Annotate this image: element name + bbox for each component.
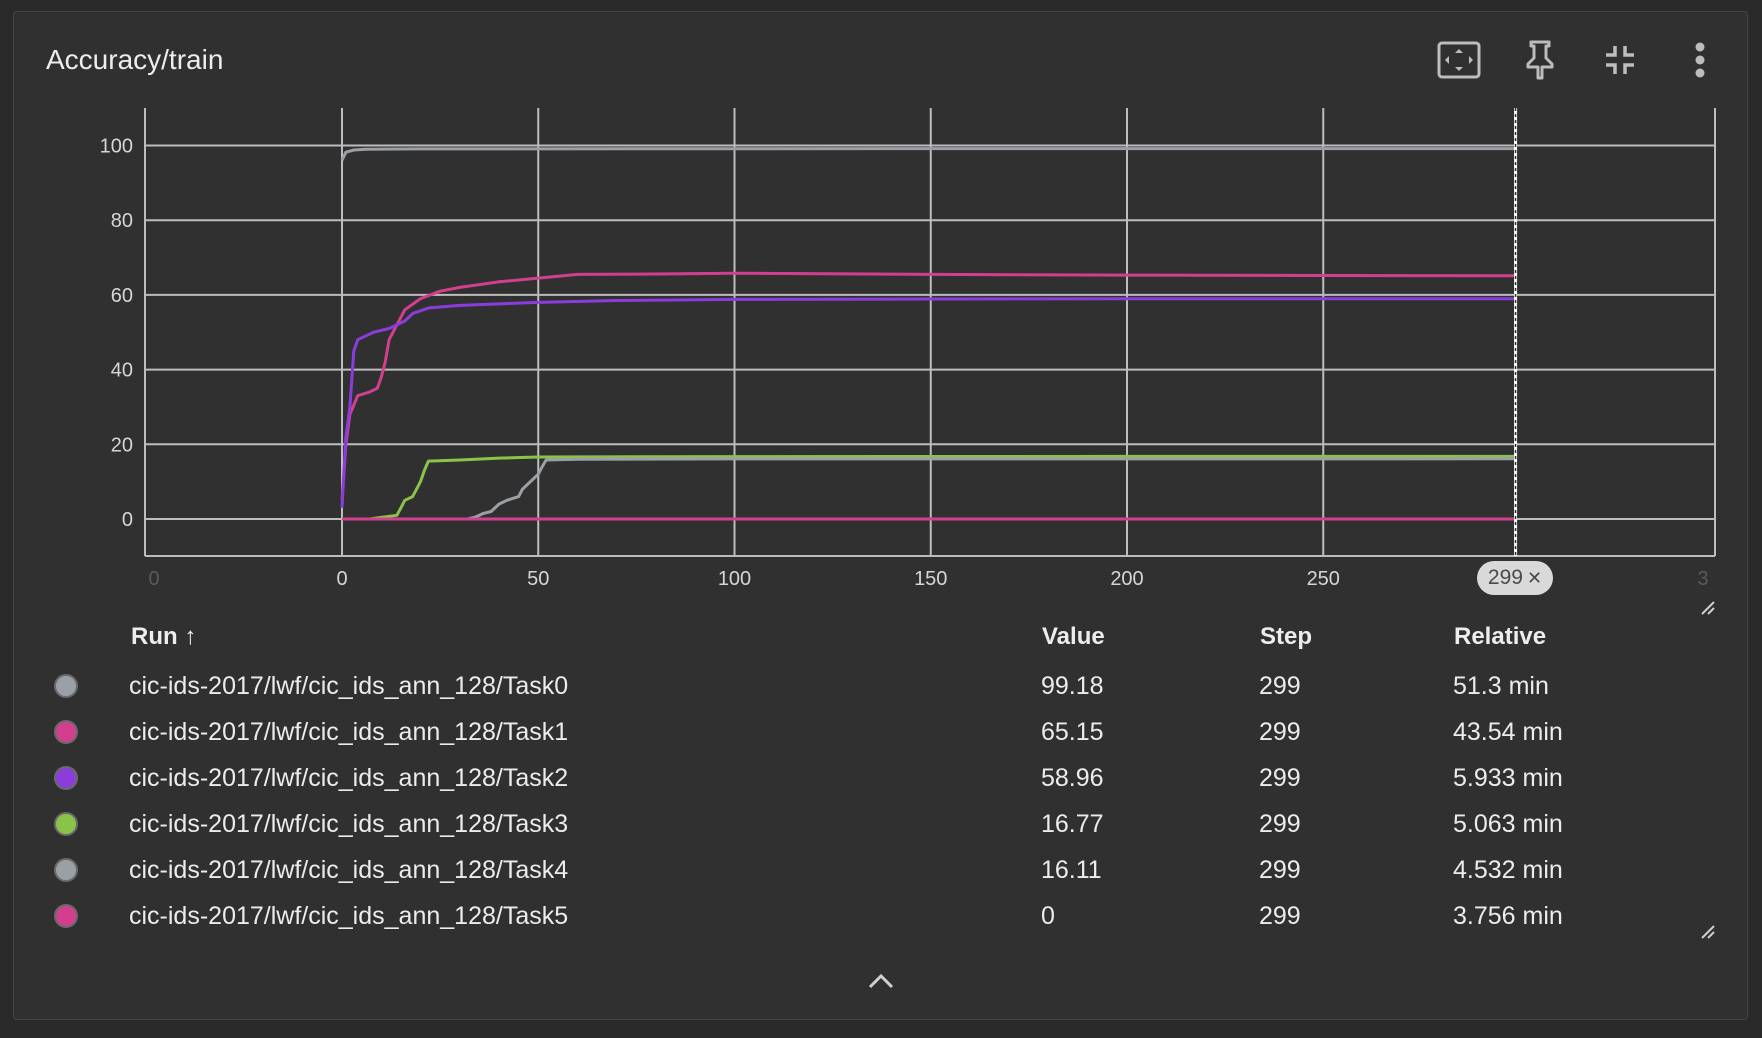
value-cell: 16.11 (1041, 856, 1102, 884)
step-badge-label: 299 (1487, 566, 1523, 589)
x-tick-label: 150 (914, 568, 947, 590)
scalar-card (13, 11, 1748, 1020)
close-icon[interactable]: ✕ (1526, 567, 1543, 588)
run-name-cell: cic-ids-2017/lwf/cic_ids_ann_128/Task1 (129, 718, 569, 746)
x-tick-label-edge-left: 0 (148, 568, 159, 590)
y-tick-label: 40 (111, 360, 133, 382)
relative-cell: 43.54 min (1453, 718, 1563, 746)
table-row[interactable]: cic-ids-2017/lwf/cic_ids_ann_128/Task0 99… (0, 664, 1762, 710)
value-cell: 58.96 (1041, 764, 1104, 792)
chart-resize-handle[interactable] (1700, 600, 1716, 616)
column-header-value[interactable]: Value (1042, 623, 1105, 650)
step-cell: 299 (1259, 764, 1301, 792)
value-cell: 99.18 (1041, 672, 1104, 700)
y-tick-label: 20 (111, 434, 133, 456)
y-tick-label: 0 (122, 509, 133, 531)
series-line-task0 (340, 147, 1516, 162)
collapse-icon (1606, 46, 1634, 74)
step-cell: 299 (1259, 902, 1301, 930)
step-cell: 299 (1259, 856, 1301, 884)
more-vert-icon (1695, 42, 1705, 78)
x-tick-label: 50 (527, 568, 549, 590)
relative-cell: 4.532 min (1453, 856, 1563, 884)
step-cell: 299 (1259, 672, 1301, 700)
column-header-relative[interactable]: Relative (1454, 623, 1547, 650)
step-badge[interactable]: 299 ✕ (1477, 561, 1553, 595)
relative-cell: 51.3 min (1453, 672, 1549, 700)
value-cell: 65.15 (1041, 718, 1104, 746)
x-tick-label: 250 (1307, 568, 1340, 590)
run-name-cell: cic-ids-2017/lwf/cic_ids_ann_128/Task4 (129, 856, 569, 884)
y-tick-label: 80 (111, 210, 133, 232)
more-options-button[interactable] (1676, 36, 1724, 84)
table-row[interactable]: cic-ids-2017/lwf/cic_ids_ann_128/Task3 16… (0, 802, 1762, 848)
series-line-task2 (340, 297, 1516, 508)
column-header-run[interactable]: Run ↑ (131, 623, 197, 650)
run-name-cell: cic-ids-2017/lwf/cic_ids_ann_128/Task5 (129, 902, 569, 930)
run-color-swatch[interactable] (54, 720, 78, 744)
y-tick-label: 100 (100, 136, 133, 158)
collapse-button[interactable] (1596, 36, 1644, 84)
relative-cell: 5.933 min (1453, 764, 1563, 792)
run-color-swatch[interactable] (54, 674, 78, 698)
pin-button[interactable] (1516, 36, 1564, 84)
step-cell: 299 (1259, 718, 1301, 746)
run-name-cell: cic-ids-2017/lwf/cic_ids_ann_128/Task3 (129, 810, 569, 838)
series-line-task3 (369, 454, 1516, 521)
resize-icon (1701, 601, 1715, 615)
table-row[interactable]: cic-ids-2017/lwf/cic_ids_ann_128/Task4 16… (0, 848, 1762, 894)
y-tick-label: 60 (111, 285, 133, 307)
x-tick-label-edge-right: 3 (1697, 568, 1708, 590)
x-tick-label: 200 (1110, 568, 1143, 590)
expand-button[interactable] (862, 962, 900, 1000)
resize-icon (1701, 925, 1715, 939)
fit-screen-icon (1437, 41, 1481, 79)
run-name-cell: cic-ids-2017/lwf/cic_ids_ann_128/Task0 (129, 672, 569, 700)
table-row[interactable]: cic-ids-2017/lwf/cic_ids_ann_128/Task1 65… (0, 710, 1762, 756)
step-cell: 299 (1259, 810, 1301, 838)
column-header-step[interactable]: Step (1260, 623, 1313, 650)
value-cell: 0 (1041, 902, 1055, 930)
relative-cell: 5.063 min (1453, 810, 1563, 838)
run-name-cell: cic-ids-2017/lwf/cic_ids_ann_128/Task2 (129, 764, 569, 792)
card-title: Accuracy/train (46, 44, 224, 75)
x-tick-label: 100 (718, 568, 751, 590)
table-resize-handle[interactable] (1700, 924, 1716, 940)
table-row[interactable]: cic-ids-2017/lwf/cic_ids_ann_128/Task5 0 2… (0, 894, 1762, 940)
relative-cell: 3.756 min (1453, 902, 1563, 930)
table-row[interactable]: cic-ids-2017/lwf/cic_ids_ann_128/Task2 58… (0, 756, 1762, 802)
run-color-swatch[interactable] (54, 904, 78, 928)
run-color-swatch[interactable] (54, 858, 78, 882)
line-chart[interactable]: 0 50 100 150 200 250 0 3 0 20 40 60 80 100 (0, 0, 1762, 640)
series-line-task1 (340, 271, 1516, 501)
run-color-swatch[interactable] (54, 766, 78, 790)
run-color-swatch[interactable] (54, 812, 78, 836)
x-tick-label: 0 (336, 568, 347, 590)
pin-icon (1526, 40, 1554, 80)
value-cell: 16.77 (1041, 810, 1104, 838)
chevron-up-icon (868, 973, 894, 989)
fit-domain-button[interactable] (1435, 36, 1483, 84)
series-line-task4 (467, 457, 1516, 521)
